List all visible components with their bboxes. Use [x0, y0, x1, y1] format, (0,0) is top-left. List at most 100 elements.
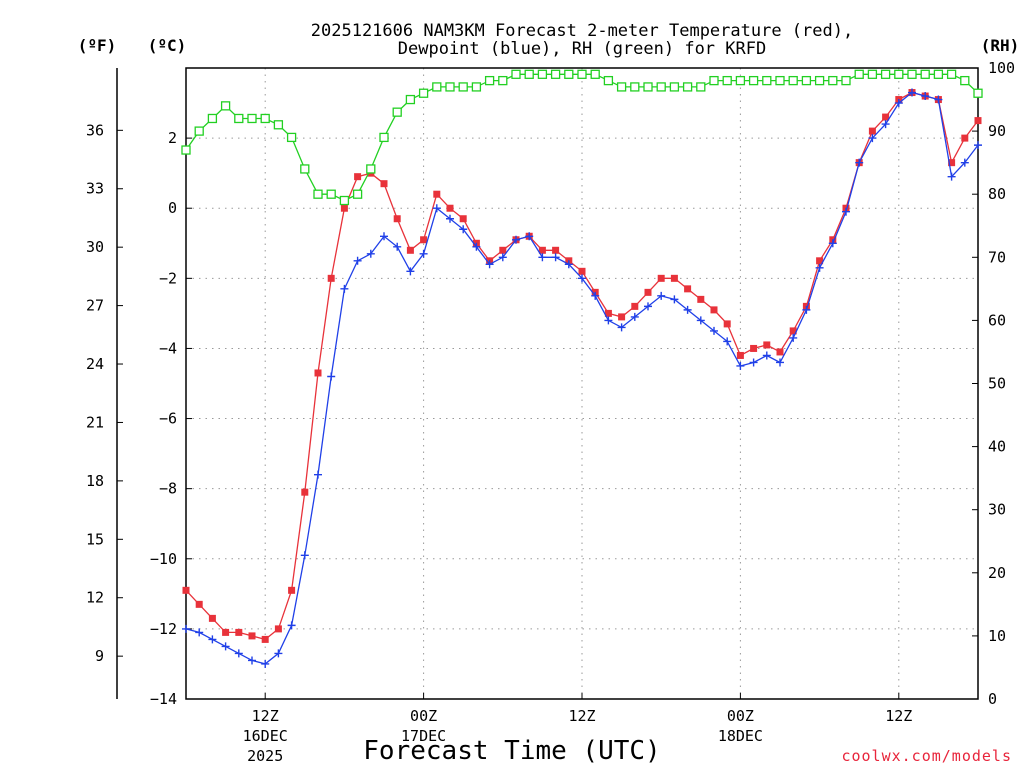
temperature-point [420, 236, 428, 244]
rh-point [643, 82, 653, 92]
rh-point [828, 75, 838, 86]
rh-point [880, 69, 891, 79]
x-tick-date-label: 18DEC [718, 727, 763, 745]
dewpoint-point [736, 361, 745, 370]
dewpoint-point [195, 628, 204, 637]
grid-layer [186, 68, 978, 699]
rh-point [432, 82, 442, 92]
rh-point [194, 126, 204, 136]
rh-point [696, 82, 706, 92]
dewpoint-point [287, 621, 296, 630]
temperature-point [235, 628, 243, 636]
fahrenheit-tick-label: 15 [86, 530, 104, 548]
rh-point [207, 113, 218, 124]
rh-point [300, 164, 310, 174]
rh-tick-label: 40 [988, 438, 1006, 456]
temperature-point [631, 302, 639, 310]
temperature-point [288, 586, 296, 594]
celsius-tick-label: −12 [150, 620, 177, 638]
rh-point [352, 189, 363, 199]
dewpoint-point [960, 158, 969, 167]
temperature-point [340, 204, 348, 212]
rh-point [630, 82, 640, 92]
temperature-point [736, 351, 744, 359]
dewpoint-point [366, 249, 375, 258]
temperature-point [248, 632, 256, 640]
dewpoint-point [974, 141, 982, 150]
temperature-point [618, 313, 626, 321]
series-layer [181, 69, 983, 668]
rh-point [709, 75, 719, 86]
rh-tick-label: 30 [988, 501, 1006, 519]
temperature-point [578, 267, 586, 275]
temperature-point [974, 117, 982, 125]
dewpoint-point [485, 260, 494, 269]
dewpoint-point [802, 305, 811, 314]
x-axis-label: Forecast Time (UTC) [363, 736, 660, 766]
temperature-point [433, 190, 441, 198]
celsius-tick-label: −6 [159, 410, 177, 428]
temperature-point [776, 348, 784, 356]
dewpoint-point [446, 214, 454, 223]
temperature-point [499, 246, 507, 254]
rh-tick-label: 50 [988, 375, 1006, 393]
rh-point [537, 69, 548, 79]
rh-point [511, 69, 521, 79]
temperature-point [261, 635, 269, 643]
dewpoint-point [525, 232, 534, 241]
rh-point [762, 75, 772, 86]
x-tick-label: 00Z [410, 707, 437, 725]
dewpoint-point [934, 95, 943, 104]
rh-point [260, 113, 270, 124]
dewpoint-point [234, 649, 243, 658]
credit-text: coolwx.com/models [841, 747, 1012, 765]
rh-point [933, 69, 944, 79]
rh-point [405, 94, 416, 105]
rh-point [973, 88, 983, 98]
temperature-point [657, 274, 665, 282]
dewpoint-point [828, 239, 837, 248]
temperature-point [868, 127, 876, 135]
dewpoint-point [248, 656, 256, 665]
dewpoint-point [472, 242, 481, 251]
rh-point [669, 82, 680, 92]
x-tick-year-label: 2025 [247, 747, 283, 765]
rh-point [339, 195, 350, 206]
rh-point [247, 113, 257, 124]
rh-point [313, 189, 323, 199]
rh-point [181, 145, 191, 155]
rh-point [273, 120, 284, 130]
celsius-tick-label: −4 [159, 339, 177, 357]
fahrenheit-tick-label: 12 [86, 589, 104, 607]
dewpoint-point [406, 267, 415, 276]
temperature-point [961, 134, 969, 142]
rh-point [814, 75, 825, 86]
rh-tick-label: 100 [988, 59, 1015, 77]
dewpoint-point [221, 642, 230, 651]
rh-point [220, 101, 231, 111]
rh-tick-label: 20 [988, 564, 1006, 582]
celsius-tick-label: −8 [159, 480, 177, 498]
fahrenheit-tick-label: 27 [86, 297, 104, 315]
axis-layer: 12Z 16DEC 2025 00Z 17DEC 12Z 00Z 18DEC 12Z −14 −12… [86, 59, 1015, 765]
dewpoint-point [498, 253, 507, 262]
temperature-point [538, 246, 546, 254]
rh-point [656, 82, 666, 92]
rh-point [418, 88, 429, 98]
temperature-point [459, 215, 467, 223]
rh-point [366, 164, 376, 174]
dewpoint-point [617, 323, 626, 332]
x-tick-date-label: 16DEC [243, 727, 288, 745]
rh-point [392, 107, 402, 117]
dewpoint-point [789, 333, 798, 342]
rh-point [946, 69, 957, 79]
dewpoint-point [182, 624, 190, 633]
dewpoint-point [564, 260, 573, 269]
rh-point [471, 82, 482, 92]
dewpoint-point [657, 291, 666, 300]
fahrenheit-tick-label: 33 [86, 180, 104, 198]
dewpoint-point [894, 99, 903, 108]
temperature-point [208, 614, 216, 622]
rh-point [841, 75, 851, 86]
dewpoint-point [723, 337, 732, 346]
